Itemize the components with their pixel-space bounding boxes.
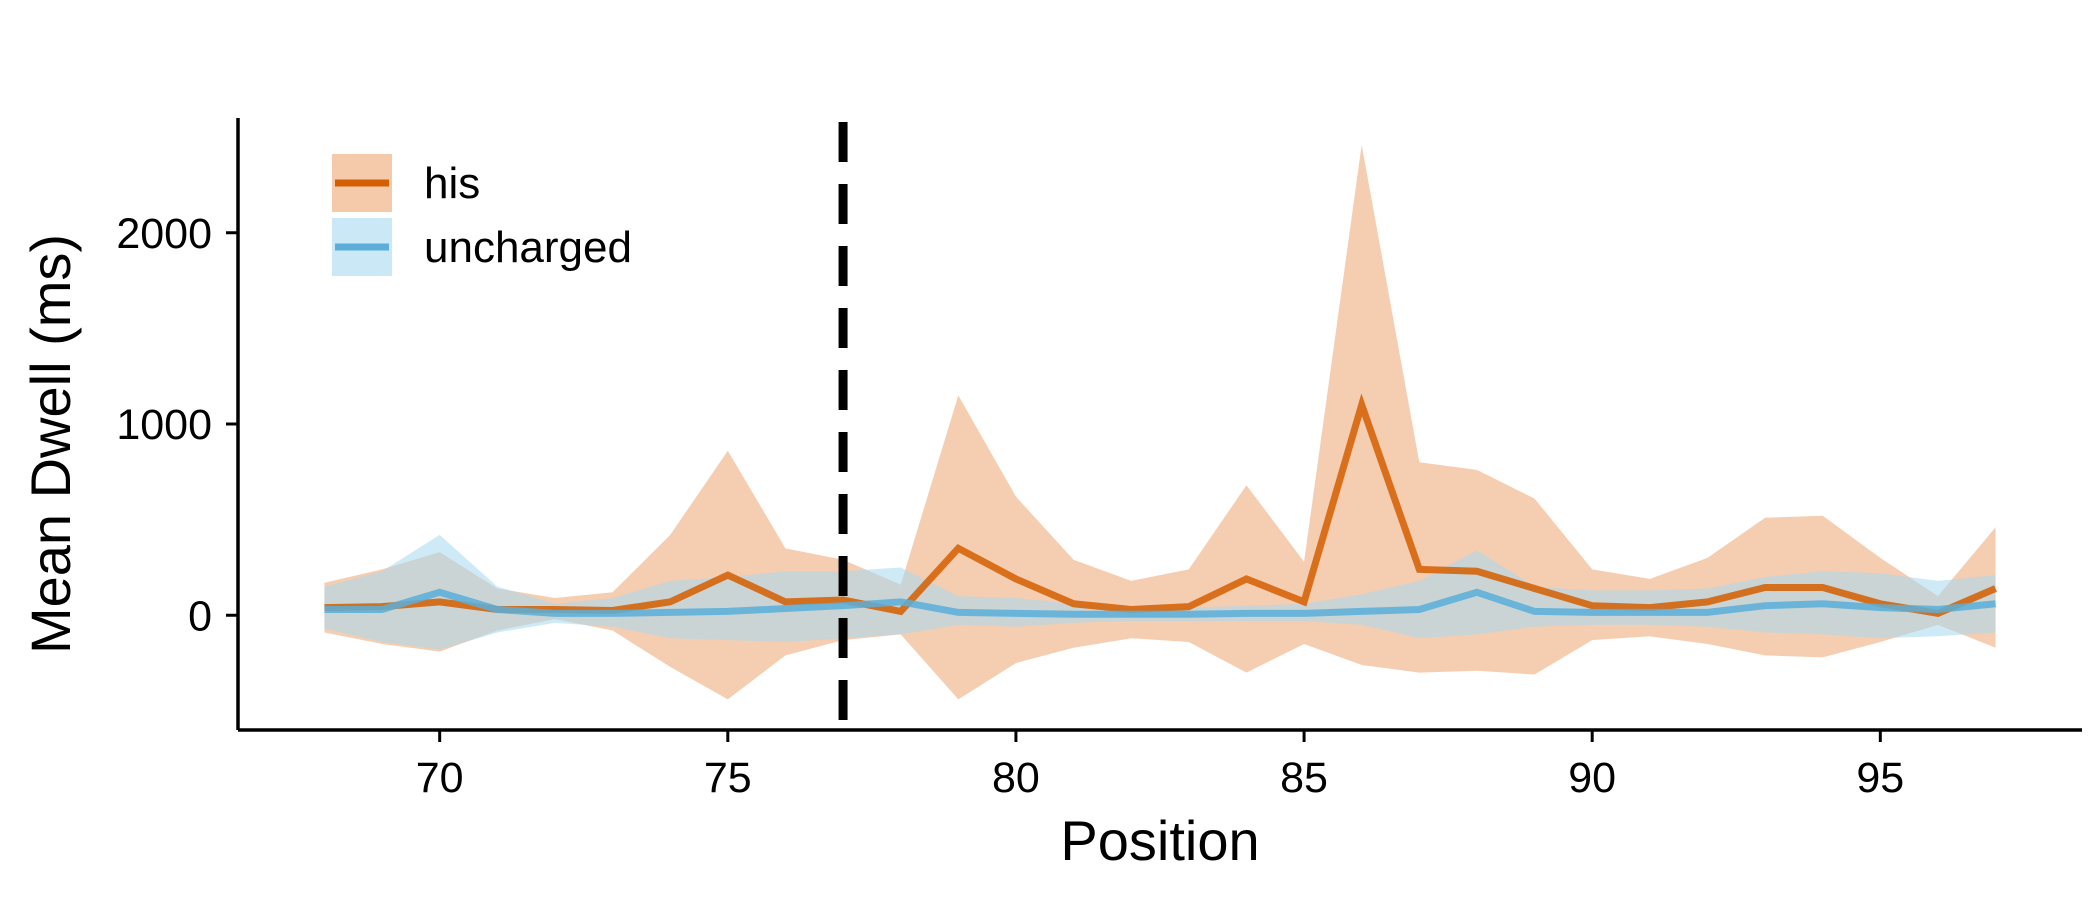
x-tick-label: 85 [1280,754,1328,802]
x-tick-label: 70 [416,754,464,802]
y-tick-label: 0 [188,592,212,640]
x-tick-label: 80 [992,754,1040,802]
series-lines [324,393,1997,618]
line-uncharged [324,588,1996,618]
x-tick-label: 75 [704,754,752,802]
y-tick-label: 1000 [116,401,212,449]
axes: 70 75 80 85 90 95 0 1000 2000 [116,118,2082,802]
band-his [324,144,1996,700]
x-tick-label: 95 [1856,754,1904,802]
x-tick-label: 90 [1568,754,1616,802]
band-uncharged [324,534,1996,650]
x-axis-title: Position [1060,809,1259,872]
legend-label-his: his [424,159,480,208]
confidence-bands [324,144,1996,700]
y-tick-label: 2000 [116,210,212,258]
legend: his uncharged [332,154,632,276]
legend-label-uncharged: uncharged [424,223,632,272]
y-axis-title: Mean Dwell (ms) [19,234,82,654]
